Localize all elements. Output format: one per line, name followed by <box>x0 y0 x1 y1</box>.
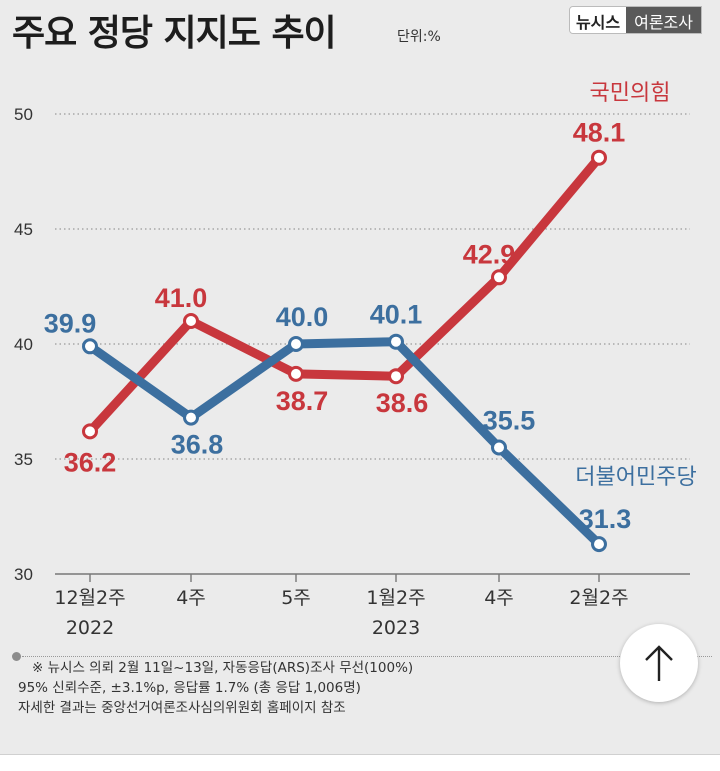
data-point <box>491 439 507 456</box>
data-label: 38.7 <box>276 386 329 416</box>
data-label: 39.9 <box>44 308 97 338</box>
y-tick-label: 45 <box>14 220 33 239</box>
bottom-bar <box>0 754 720 771</box>
header: 주요 정당 지지도 추이 단위:% 뉴시스 여론조사 <box>12 4 712 54</box>
data-label: 48.1 <box>573 118 626 148</box>
x-tick-label: 4주 <box>176 587 206 609</box>
y-tick-label: 35 <box>14 450 33 469</box>
data-point <box>288 336 304 352</box>
footnote: ※ 뉴시스 의뢰 2월 11일~13일, 자동응답(ARS)조사 무선(100%… <box>18 658 413 718</box>
x-tick-label: 4주 <box>484 587 514 609</box>
x-tick-label: 2022 <box>66 617 114 639</box>
data-point <box>82 423 98 440</box>
source-badge-left: 뉴시스 <box>569 7 627 33</box>
unit-label: 단위:% <box>397 29 441 45</box>
x-tick-label: 2023 <box>372 617 420 639</box>
footnote-bullet <box>12 652 21 661</box>
data-point <box>591 536 607 553</box>
y-tick-label: 40 <box>14 335 33 354</box>
data-label: 42.9 <box>463 239 516 269</box>
footnote-line-2: 95% 신뢰수준, ±3.1%p, 응답률 1.7% (총 응답 1,006명) <box>18 680 361 696</box>
x-tick-label: 12월2주 <box>54 587 125 609</box>
data-label: 41.0 <box>155 283 208 313</box>
page-title: 주요 정당 지지도 추이 <box>12 13 337 54</box>
data-label: 38.6 <box>376 388 429 418</box>
source-badge: 뉴시스 여론조사 <box>568 6 702 34</box>
series-name-label: 국민의힘 <box>590 81 671 106</box>
footnote-line-3: 자세한 결과는 중앙선거여론조사심의위원회 홈페이지 참조 <box>18 700 346 716</box>
data-point <box>82 338 98 355</box>
footnote-divider <box>22 656 712 657</box>
arrow-up-icon <box>645 645 673 681</box>
series-name-label: 더불어민주당 <box>575 465 696 490</box>
data-label: 31.3 <box>579 504 632 534</box>
y-tick-label: 50 <box>14 105 33 124</box>
scroll-top-button[interactable] <box>620 624 698 702</box>
data-label: 40.0 <box>276 302 329 332</box>
source-badge-right: 여론조사 <box>626 7 701 33</box>
data-label: 36.2 <box>64 447 117 477</box>
x-tick-label: 1월2주 <box>366 587 425 609</box>
data-point <box>183 313 199 329</box>
line-chart: 30 35 40 45 50 12월2주 2022 4주 5주 1월2주 2023 4주 2월2주 36.… <box>14 81 697 639</box>
data-label: 35.5 <box>483 406 536 436</box>
data-point <box>388 333 404 350</box>
footnote-line-1: ※ 뉴시스 의뢰 2월 11일~13일, 자동응답(ARS)조사 무선(100%… <box>32 660 414 676</box>
x-tick-label: 5주 <box>281 587 311 609</box>
series-line <box>85 337 604 549</box>
data-label: 36.8 <box>171 430 224 460</box>
data-point <box>288 365 304 382</box>
y-tick-label: 30 <box>14 565 33 584</box>
series-line <box>85 153 604 436</box>
x-tick-label: 2월2주 <box>569 587 628 609</box>
data-label: 40.1 <box>370 300 423 330</box>
data-point <box>491 269 507 286</box>
data-point <box>183 409 199 426</box>
data-point <box>388 368 404 385</box>
data-point <box>591 149 607 166</box>
